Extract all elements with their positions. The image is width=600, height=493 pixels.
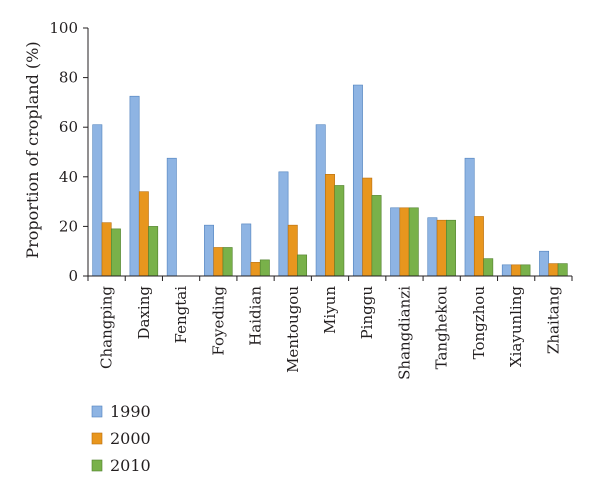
bar-changping-2000 [101, 222, 112, 277]
category-labels-layer: Changping Daxing Fengtai Foyeding Haidian Men… [98, 286, 563, 380]
bar-daxing-1990 [129, 95, 140, 277]
bar-shangdianzi-1990 [390, 207, 401, 277]
category-label-tanghekou: Tanghekou [433, 286, 451, 370]
bar-pinggu-1990 [352, 84, 363, 277]
category-label-foyeding: Foyeding [209, 286, 227, 356]
bar-fengtai-1990 [166, 157, 177, 277]
category-label-pinggu: Pinggu [358, 286, 376, 340]
category-label-xiayunling: Xiayunling [507, 286, 525, 367]
bar-mentougou-1990 [278, 171, 289, 277]
bar-foyeding-2000 [213, 247, 224, 277]
bar-xiayunling-2000 [511, 264, 522, 277]
y-ticks-layer: 0 20 40 60 80 100 [49, 19, 88, 285]
bar-tanghekou-2000 [436, 219, 447, 277]
bar-mentougou-2010 [297, 254, 308, 277]
category-label-changping: Changping [98, 286, 116, 369]
category-label-mentougou: Mentougou [284, 286, 302, 373]
bar-haidian-2010 [259, 259, 270, 277]
category-label-tongzhou: Tongzhou [470, 286, 488, 360]
axes-layer [87, 28, 573, 281]
category-label-zhaitang: Zhaitang [544, 286, 562, 354]
y-tick-label: 100 [49, 19, 78, 37]
bar-daxing-2000 [138, 191, 149, 277]
y-tick-label: 20 [59, 217, 78, 235]
bar-tanghekou-1990 [427, 217, 438, 277]
legend-label-1990: 1990 [110, 402, 151, 421]
bar-tongzhou-1990 [464, 157, 475, 277]
bar-changping-2010 [110, 228, 121, 277]
legend-label-2000: 2000 [110, 429, 151, 448]
bar-tongzhou-2000 [473, 216, 484, 277]
category-label-miyun: Miyun [321, 286, 339, 334]
legend-label-2010: 2010 [110, 456, 151, 475]
legend-swatch-1990 [91, 405, 103, 418]
bar-daxing-2010 [148, 226, 159, 277]
category-label-daxing: Daxing [135, 286, 153, 340]
bar-foyeding-1990 [204, 224, 214, 277]
bar-changping-1990 [92, 124, 103, 277]
bar-pinggu-2010 [371, 195, 382, 277]
bar-shangdianzi-2010 [408, 207, 419, 277]
bar-miyun-2010 [334, 185, 345, 277]
bars-layer [92, 84, 568, 277]
bar-miyun-2000 [325, 174, 335, 277]
bar-tongzhou-2010 [483, 258, 494, 277]
legend-swatch-2010 [91, 459, 103, 472]
bar-zhaitang-1990 [539, 250, 550, 277]
y-tick-label: 0 [68, 267, 78, 285]
bar-miyun-1990 [315, 124, 326, 277]
category-label-haidian: Haidian [247, 286, 265, 346]
legend-swatch-2000 [91, 432, 103, 445]
bar-tanghekou-2010 [446, 219, 456, 277]
bar-zhaitang-2000 [548, 263, 559, 277]
bar-xiayunling-1990 [501, 264, 512, 277]
bar-haidian-2000 [250, 262, 261, 277]
y-axis-label: Proportion of cropland (%) [23, 41, 42, 258]
y-tick-label: 40 [59, 168, 78, 186]
bar-haidian-1990 [241, 223, 252, 277]
legend: 1990 2000 2010 [91, 402, 151, 475]
bar-pinggu-2000 [362, 177, 373, 277]
bar-mentougou-2000 [287, 224, 298, 277]
category-label-shangdianzi: Shangdianzi [396, 286, 414, 380]
bar-xiayunling-2010 [520, 264, 531, 277]
y-tick-label: 80 [59, 69, 78, 87]
bar-zhaitang-2010 [557, 263, 568, 277]
category-label-fengtai: Fengtai [172, 286, 190, 344]
bar-foyeding-2010 [222, 247, 233, 277]
bar-shangdianzi-2000 [399, 207, 410, 277]
y-tick-label: 60 [59, 118, 78, 136]
